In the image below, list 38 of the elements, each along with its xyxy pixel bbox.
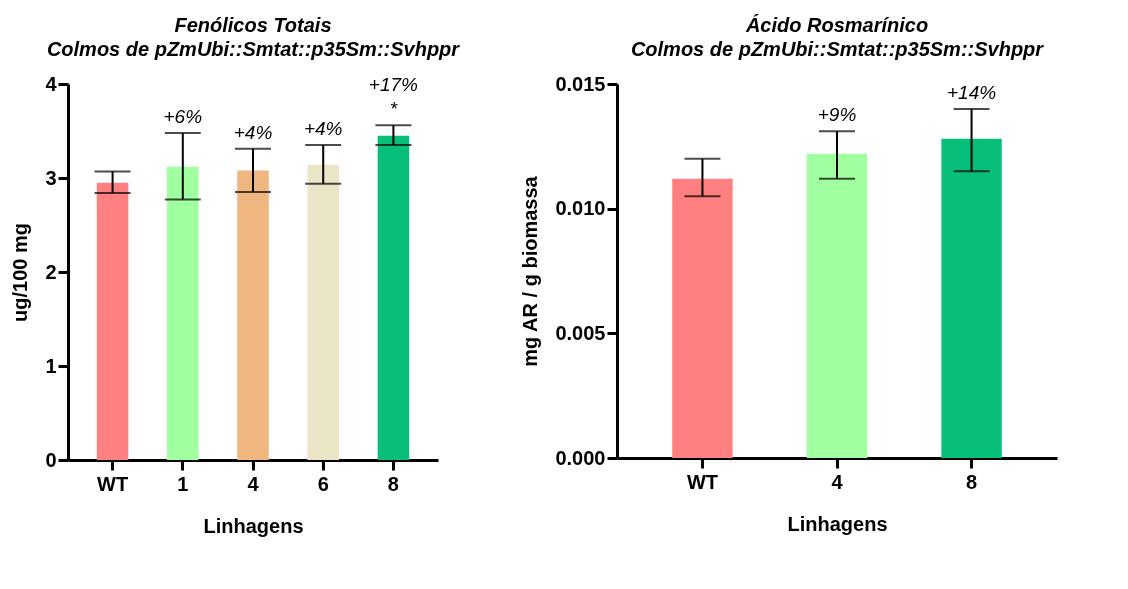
y-tick-label: 0.000 (555, 446, 606, 469)
y-tick-label: 0.010 (555, 197, 606, 220)
annotation: * (389, 98, 398, 120)
annotation: +17% (368, 74, 419, 96)
annotation: +4% (303, 118, 343, 140)
y-axis-title: ug/100 mg (9, 223, 32, 322)
bar (237, 170, 269, 460)
x-tick-label: 8 (387, 472, 399, 495)
y-tick-label: 1 (45, 354, 57, 377)
y-tick-label: 2 (45, 260, 57, 283)
y-axis-title: mg AR / g biomassa (519, 175, 542, 367)
y-tick-label: 4 (45, 72, 58, 95)
bar (806, 153, 868, 458)
chart-title: Fenólicos Totais (174, 14, 332, 36)
annotation: +6% (163, 105, 203, 127)
chart-subtitle: Colmos de pZmUbi::Smtat::p35Sm::Svhppr (630, 38, 1045, 60)
annotation: +4% (233, 121, 273, 143)
x-axis-title: Linhagens (787, 512, 888, 535)
y-tick-label: 0 (45, 448, 57, 471)
annotation: +14% (946, 81, 997, 103)
x-tick-label: 4 (831, 470, 844, 493)
bar (377, 135, 410, 460)
annotation: +9% (817, 104, 857, 126)
x-tick-label: 4 (247, 472, 260, 495)
x-axis-title: Linhagens (203, 514, 304, 537)
x-tick-label: 1 (177, 472, 189, 495)
chart-title: Ácido Rosmarínico (744, 14, 929, 36)
y-tick-label: 0.005 (555, 321, 606, 344)
bar (672, 178, 733, 458)
x-tick-label: 8 (965, 470, 978, 493)
y-tick-label: 0.015 (555, 72, 606, 95)
x-tick-label: WT (97, 472, 129, 495)
x-tick-label: WT (686, 470, 718, 493)
bar (941, 138, 1002, 458)
bar (96, 182, 129, 460)
chart-subtitle: Colmos de pZmUbi::Smtat::p35Sm::Svhppr (46, 38, 461, 60)
y-tick-label: 3 (45, 166, 57, 189)
x-tick-label: 6 (317, 472, 329, 495)
